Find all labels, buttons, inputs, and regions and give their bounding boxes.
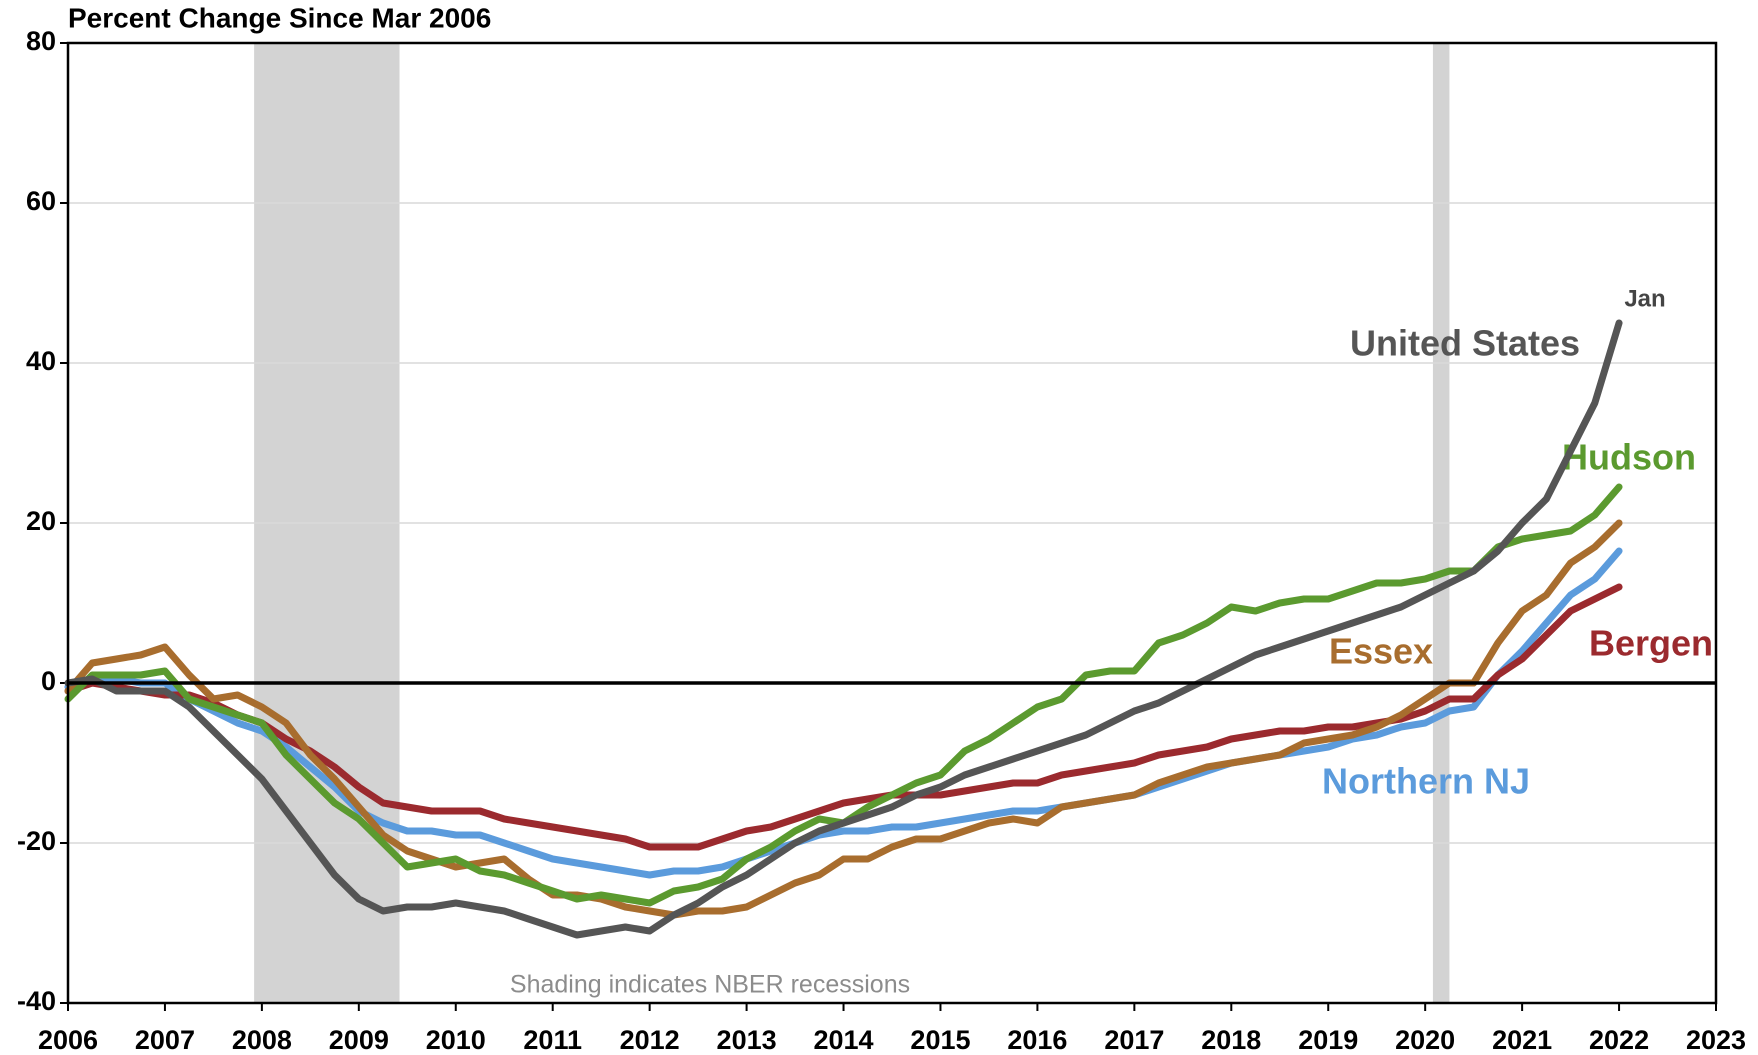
y-tick-label: 0 xyxy=(41,666,56,696)
x-tick-label: 2010 xyxy=(426,1025,486,1055)
x-tick-label: 2015 xyxy=(910,1025,970,1055)
x-tick-label: 2021 xyxy=(1492,1025,1552,1055)
y-tick-label: 20 xyxy=(26,506,56,536)
x-tick-label: 2017 xyxy=(1104,1025,1164,1055)
series-line xyxy=(64,583,1623,851)
y-tick-label: 40 xyxy=(26,346,56,376)
x-tick-label: 2019 xyxy=(1298,1025,1358,1055)
x-tick-label: 2006 xyxy=(38,1025,98,1055)
x-tick-label: 2009 xyxy=(329,1025,389,1055)
x-tick-label: 2018 xyxy=(1201,1025,1261,1055)
x-tick-label: 2007 xyxy=(135,1025,195,1055)
y-tick-label: -20 xyxy=(17,826,56,856)
series-line xyxy=(64,319,1623,939)
plot-frame xyxy=(66,41,1718,1005)
series-line xyxy=(64,519,1623,919)
chart-title: Percent Change Since Mar 2006 xyxy=(68,2,491,33)
x-tick-label: 2020 xyxy=(1395,1025,1455,1055)
end-annotation: Jan xyxy=(1624,285,1665,312)
series-label: Bergen xyxy=(1589,623,1713,664)
x-tick-label: 2014 xyxy=(813,1025,873,1055)
x-tick-label: 2013 xyxy=(717,1025,777,1055)
series-line xyxy=(64,547,1623,879)
x-tick-label: 2012 xyxy=(620,1025,680,1055)
x-tick-label: 2008 xyxy=(232,1025,292,1055)
series-label: Hudson xyxy=(1562,437,1696,478)
x-tick-label: 2022 xyxy=(1589,1025,1649,1055)
x-tick-label: 2023 xyxy=(1686,1025,1746,1055)
shading-note: Shading indicates NBER recessions xyxy=(510,971,910,999)
series-label: Northern NJ xyxy=(1322,761,1530,802)
series-label: United States xyxy=(1350,323,1580,364)
series-label: Essex xyxy=(1329,631,1433,672)
y-tick-label: 80 xyxy=(26,26,56,56)
y-tick-label: 60 xyxy=(26,186,56,216)
x-tick-label: 2016 xyxy=(1007,1025,1067,1055)
y-tick-label: -40 xyxy=(17,986,56,1016)
x-tick-label: 2011 xyxy=(523,1025,582,1055)
